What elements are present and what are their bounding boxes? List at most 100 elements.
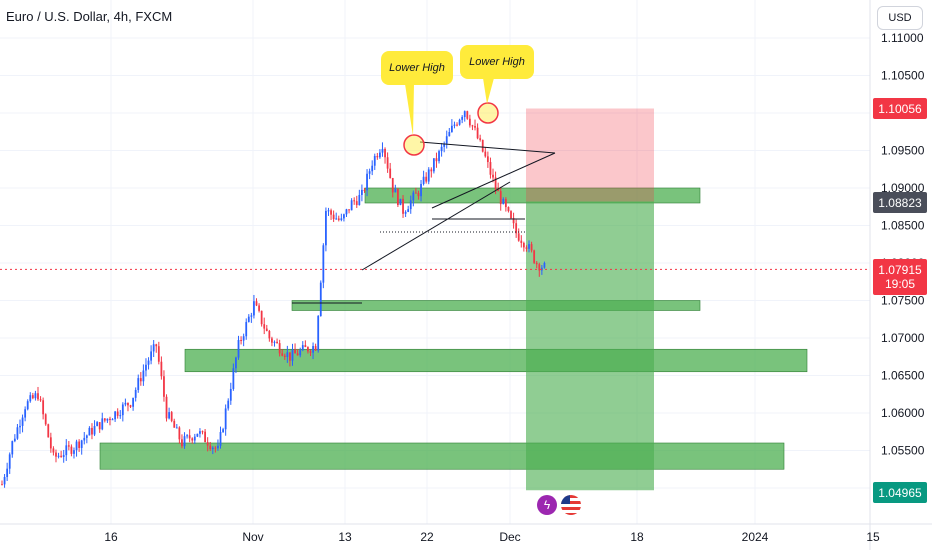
candle-body: [476, 127, 479, 139]
candle-body: [391, 177, 394, 193]
candle-body: [453, 124, 456, 126]
green-zone: [99, 442, 785, 470]
candle-body: [49, 437, 52, 449]
candle-body: [307, 347, 309, 352]
candle-body: [116, 411, 119, 416]
chart-title: Euro / U.S. Dollar, 4h, FXCM: [6, 9, 173, 24]
price-tick-label: 1.10500: [881, 69, 925, 83]
candle-body: [510, 211, 512, 219]
candle-body: [52, 448, 55, 453]
currency-button[interactable]: USD: [877, 6, 923, 30]
candle-body: [240, 339, 242, 341]
stop-loss-area: [526, 108, 654, 202]
candle-body: [21, 417, 24, 426]
lower-high-marker: [477, 102, 499, 124]
candle-body: [386, 157, 389, 169]
candle-body: [132, 397, 135, 407]
candle-body: [232, 368, 235, 389]
candle-body: [139, 378, 142, 382]
price-tick-label: 1.11000: [881, 31, 924, 45]
candle-body: [350, 200, 353, 211]
candle-body: [425, 176, 428, 182]
candle-body: [394, 189, 397, 193]
time-tick-label: 15: [866, 530, 880, 544]
candle-body: [57, 455, 60, 457]
candle-body: [407, 209, 410, 212]
candle-body: [93, 426, 96, 435]
candle-body: [37, 393, 39, 400]
candle-body: [414, 192, 417, 194]
candle-body: [175, 427, 178, 429]
candle-body: [127, 402, 129, 406]
candle-body: [70, 446, 73, 454]
lightning-icon[interactable]: ϟ: [537, 495, 557, 515]
candle-body: [163, 376, 165, 397]
candle-body: [345, 209, 348, 215]
candle-body: [409, 200, 412, 210]
candle-body: [366, 173, 368, 191]
candle-body: [114, 411, 117, 420]
candle-body: [512, 218, 515, 224]
candle-body: [474, 126, 476, 128]
candle-body: [330, 210, 332, 215]
candle-body: [165, 396, 168, 419]
target-price-label: 1.04965: [878, 485, 922, 500]
candle-body: [255, 301, 258, 306]
candle-body: [314, 346, 317, 351]
price-tick-label: 1.06500: [881, 369, 925, 383]
candle-body: [106, 418, 109, 421]
candle-body: [91, 427, 93, 435]
candle-body: [466, 111, 469, 119]
support-resistance-zones: [99, 187, 808, 470]
candle-body: [85, 435, 88, 438]
candle-body: [301, 345, 304, 351]
candle-body: [98, 422, 101, 430]
candle-body: [142, 370, 145, 382]
candle-body: [381, 148, 384, 153]
candle-body: [258, 305, 260, 311]
candle-body: [322, 245, 325, 283]
candle-body: [196, 433, 199, 437]
candle-body: [291, 349, 294, 361]
zone-price-label: 1.08823: [878, 195, 922, 210]
time-axis[interactable]: 16 Nov 13 22 Dec 18 2024 15: [0, 523, 932, 544]
candle-body: [199, 431, 201, 434]
candle-body: [319, 282, 322, 317]
candle-body: [461, 116, 464, 120]
short-position-tool[interactable]: [526, 108, 654, 491]
candle-body: [528, 244, 530, 249]
take-profit-area: [526, 201, 654, 491]
candle-body: [101, 418, 104, 430]
candle-body: [432, 158, 435, 172]
candle-body: [129, 405, 132, 407]
candle-body: [494, 177, 497, 190]
candle-body: [42, 400, 45, 415]
candle-body: [134, 389, 137, 398]
zone-price-tag: 1.08823: [873, 192, 927, 213]
candle-body: [88, 427, 91, 436]
candle-body: [155, 344, 158, 347]
us-flag-icon[interactable]: [561, 495, 581, 515]
candle-body: [73, 450, 75, 454]
candle-body: [337, 218, 340, 220]
candle-body: [145, 364, 147, 371]
candle-body: [276, 341, 278, 344]
candle-body: [188, 435, 191, 439]
candle-body: [299, 350, 302, 356]
candle-body: [515, 223, 518, 234]
target-price-tag: 1.04965: [873, 482, 927, 503]
candle-body: [78, 441, 81, 448]
candle-body: [186, 435, 188, 437]
candle-body: [191, 438, 194, 441]
candle-body: [402, 198, 404, 214]
callout-pointer: [405, 84, 414, 136]
candle-body: [147, 360, 150, 365]
candle-body: [445, 136, 448, 144]
candle-body: [497, 189, 500, 192]
candle-body: [201, 431, 204, 433]
candle-body: [412, 192, 415, 201]
trend-line: [419, 141, 556, 154]
candle-body: [481, 139, 484, 152]
time-tick-label: Dec: [499, 530, 520, 544]
